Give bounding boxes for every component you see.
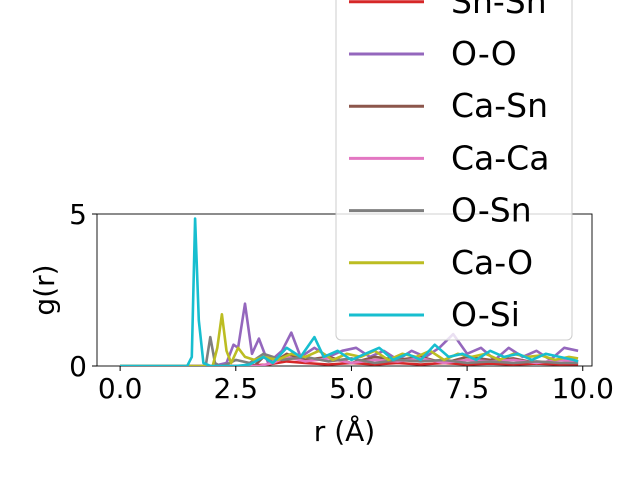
legend: Sn-Sn O-O Ca-Sn Ca-Ca O-Sn Ca-O O-Si bbox=[335, 0, 573, 341]
series-line-o-si bbox=[120, 217, 579, 366]
legend-label-sn-sn: Sn-Sn bbox=[451, 0, 547, 21]
legend-label-o-si: O-Si bbox=[451, 295, 520, 334]
legend-label-ca-sn: Ca-Sn bbox=[451, 86, 548, 125]
legend-label-o-o: O-O bbox=[451, 34, 517, 73]
legend-label-ca-o: Ca-O bbox=[451, 243, 533, 282]
x-tick-label: 10.0 bbox=[552, 372, 614, 405]
legend-frame bbox=[335, 0, 573, 341]
x-axis-ticks: 0.0 2.5 5.0 7.5 10.0 bbox=[98, 366, 614, 405]
y-tick-label: 5 bbox=[69, 198, 87, 231]
x-tick-label: 2.5 bbox=[214, 372, 259, 405]
y-axis-ticks: 05 bbox=[69, 198, 97, 383]
series-layer bbox=[120, 217, 579, 366]
x-axis-label: r (Å) bbox=[314, 414, 375, 448]
x-tick-label: 7.5 bbox=[445, 372, 490, 405]
y-axis-label: g(r) bbox=[28, 264, 61, 315]
legend-label-ca-ca: Ca-Ca bbox=[451, 138, 549, 177]
x-tick-label: 0.0 bbox=[98, 372, 143, 405]
series-line-sn-sn bbox=[120, 360, 579, 366]
legend-items: Sn-Sn O-O Ca-Sn Ca-Ca O-Sn Ca-O O-Si bbox=[349, 0, 549, 334]
legend-label-o-sn: O-Sn bbox=[451, 191, 532, 230]
y-tick-label: 0 bbox=[69, 350, 87, 383]
series-line-ca-ca bbox=[120, 355, 579, 366]
x-tick-label: 5.0 bbox=[329, 372, 374, 405]
series-line-o-o bbox=[120, 302, 579, 366]
